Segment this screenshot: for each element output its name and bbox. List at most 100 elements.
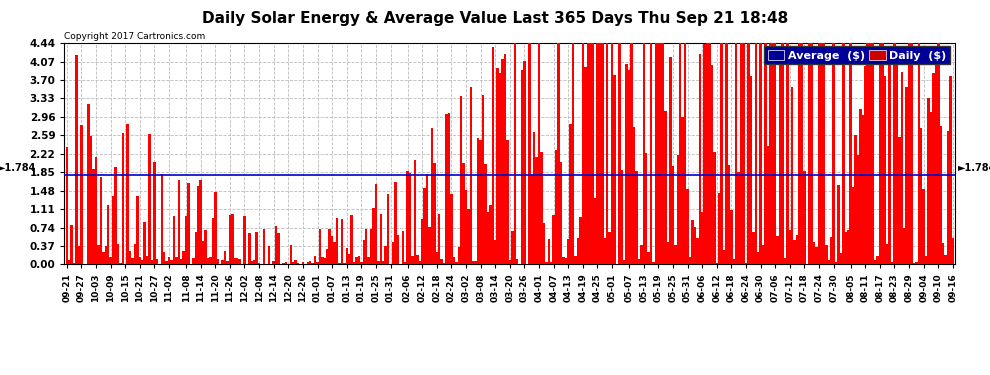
Bar — [199, 180, 202, 264]
Bar — [823, 43, 825, 264]
Bar — [679, 43, 681, 264]
Bar — [392, 242, 394, 264]
Bar — [341, 219, 344, 264]
Bar — [676, 154, 679, 264]
Bar — [272, 261, 275, 264]
Bar — [73, 263, 75, 264]
Bar — [636, 171, 638, 264]
Bar — [524, 62, 526, 264]
Bar — [426, 174, 429, 264]
Bar — [881, 43, 883, 264]
Bar — [504, 54, 506, 264]
Bar — [360, 262, 362, 264]
Bar — [324, 258, 326, 264]
Bar — [297, 263, 299, 264]
Bar — [533, 132, 536, 264]
Bar — [307, 262, 309, 264]
Bar — [944, 255, 946, 264]
Bar — [107, 205, 109, 264]
Bar — [813, 242, 816, 264]
Bar — [438, 214, 441, 264]
Bar — [935, 50, 938, 264]
Bar — [326, 249, 329, 264]
Bar — [484, 164, 487, 264]
Bar — [838, 185, 840, 264]
Bar — [457, 247, 460, 264]
Bar — [811, 43, 813, 264]
Bar — [377, 261, 379, 264]
Bar — [185, 216, 187, 264]
Bar — [861, 115, 864, 264]
Bar — [572, 43, 574, 264]
Bar — [236, 258, 239, 264]
Bar — [851, 188, 854, 264]
Bar — [285, 262, 287, 264]
Bar — [294, 260, 297, 264]
Bar — [728, 165, 731, 264]
Bar — [604, 238, 606, 264]
Bar — [721, 43, 723, 264]
Bar — [394, 182, 397, 264]
Bar — [212, 218, 214, 264]
Bar — [854, 135, 856, 264]
Bar — [336, 218, 339, 264]
Bar — [781, 43, 784, 264]
Bar — [920, 128, 923, 264]
Bar — [262, 229, 265, 264]
Bar — [554, 150, 557, 264]
Bar — [696, 238, 699, 264]
Bar — [172, 216, 175, 264]
Bar — [499, 73, 501, 264]
Bar — [557, 43, 559, 264]
Bar — [402, 231, 404, 264]
Bar — [667, 242, 669, 264]
Bar — [431, 128, 434, 264]
Bar — [723, 250, 726, 264]
Bar — [460, 96, 462, 264]
Bar — [791, 87, 793, 264]
Bar — [582, 43, 584, 264]
Bar — [609, 232, 611, 264]
Bar — [467, 209, 469, 264]
Bar — [708, 43, 711, 264]
Bar — [883, 76, 886, 264]
Bar — [796, 235, 798, 264]
Bar — [257, 262, 260, 264]
Bar — [129, 251, 132, 264]
Bar — [731, 210, 733, 264]
Bar — [436, 252, 438, 264]
Bar — [918, 43, 920, 264]
Bar — [204, 230, 207, 264]
Bar — [414, 159, 416, 264]
Bar — [175, 257, 177, 264]
Bar — [334, 242, 336, 264]
Bar — [137, 196, 139, 264]
Bar — [752, 232, 754, 264]
Text: Daily Solar Energy & Average Value Last 365 Days Thu Sep 21 18:48: Daily Solar Energy & Average Value Last … — [202, 11, 788, 26]
Bar — [938, 43, 940, 264]
Bar — [641, 245, 643, 264]
Bar — [638, 260, 641, 264]
Bar — [114, 167, 117, 264]
Bar — [132, 258, 134, 264]
Bar — [372, 208, 375, 264]
Bar — [577, 238, 579, 264]
Bar — [168, 256, 170, 264]
Bar — [339, 263, 341, 264]
Bar — [589, 43, 591, 264]
Bar — [95, 157, 97, 264]
Bar — [689, 257, 691, 264]
Bar — [808, 43, 811, 264]
Bar — [776, 236, 779, 264]
Bar — [766, 146, 769, 264]
Bar — [375, 184, 377, 264]
Bar — [701, 212, 703, 264]
Bar — [312, 263, 314, 264]
Text: ►1.784: ►1.784 — [958, 163, 990, 173]
Bar — [596, 43, 599, 264]
Bar — [915, 262, 918, 264]
Bar — [207, 258, 209, 264]
Bar — [382, 261, 384, 264]
Bar — [465, 190, 467, 264]
Bar — [631, 43, 633, 264]
